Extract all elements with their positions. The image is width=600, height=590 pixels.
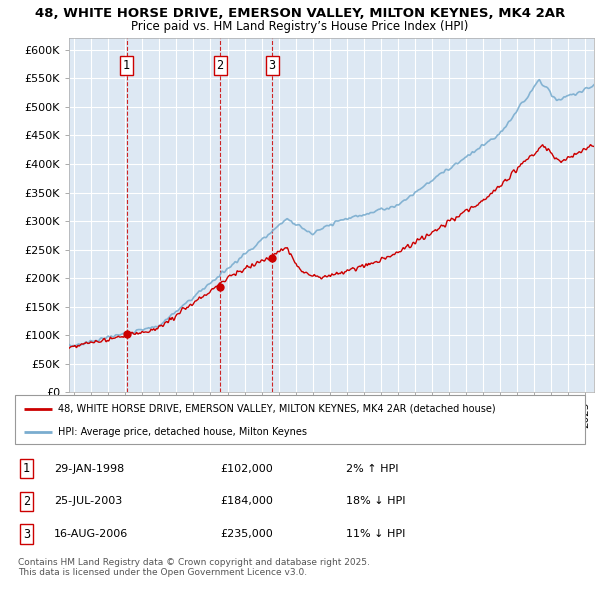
Text: 2% ↑ HPI: 2% ↑ HPI: [346, 464, 398, 474]
Text: Contains HM Land Registry data © Crown copyright and database right 2025.
This d: Contains HM Land Registry data © Crown c…: [18, 558, 370, 577]
Text: Price paid vs. HM Land Registry’s House Price Index (HPI): Price paid vs. HM Land Registry’s House …: [131, 20, 469, 33]
Text: 16-AUG-2006: 16-AUG-2006: [54, 529, 128, 539]
Text: 2: 2: [217, 58, 224, 72]
Text: 1: 1: [123, 58, 130, 72]
Text: 3: 3: [269, 58, 276, 72]
Text: 11% ↓ HPI: 11% ↓ HPI: [346, 529, 405, 539]
Text: 1: 1: [23, 462, 30, 475]
Text: 29-JAN-1998: 29-JAN-1998: [54, 464, 124, 474]
Text: £102,000: £102,000: [220, 464, 273, 474]
Text: HPI: Average price, detached house, Milton Keynes: HPI: Average price, detached house, Milt…: [58, 427, 307, 437]
FancyBboxPatch shape: [15, 395, 585, 444]
Text: £184,000: £184,000: [220, 496, 273, 506]
Text: 3: 3: [23, 527, 30, 540]
Text: £235,000: £235,000: [220, 529, 273, 539]
Text: 2: 2: [23, 495, 30, 508]
Text: 18% ↓ HPI: 18% ↓ HPI: [346, 496, 405, 506]
Text: 25-JUL-2003: 25-JUL-2003: [54, 496, 122, 506]
Text: 48, WHITE HORSE DRIVE, EMERSON VALLEY, MILTON KEYNES, MK4 2AR (detached house): 48, WHITE HORSE DRIVE, EMERSON VALLEY, M…: [58, 404, 496, 414]
Text: 48, WHITE HORSE DRIVE, EMERSON VALLEY, MILTON KEYNES, MK4 2AR: 48, WHITE HORSE DRIVE, EMERSON VALLEY, M…: [35, 7, 565, 20]
